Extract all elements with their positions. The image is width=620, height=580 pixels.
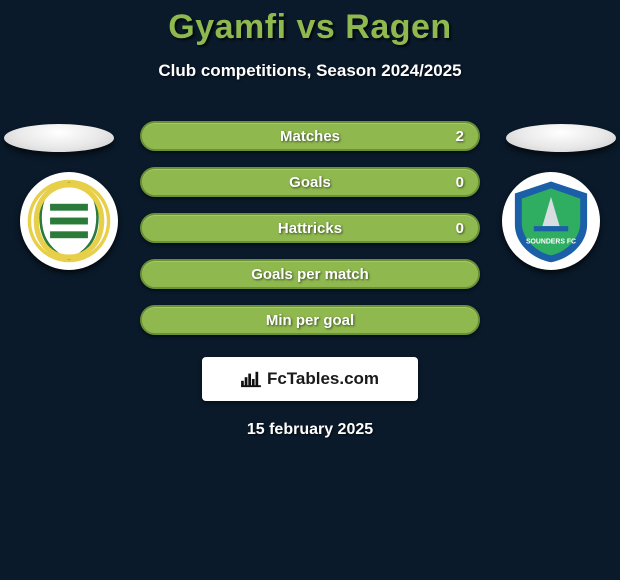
stat-row: Hattricks 0 [140, 213, 480, 243]
stat-value-right: 2 [456, 128, 464, 145]
stat-label: Min per goal [142, 312, 478, 329]
svg-text:SOUNDERS FC: SOUNDERS FC [526, 238, 576, 245]
stat-row: Matches 2 [140, 121, 480, 151]
stat-label: Goals [142, 174, 478, 191]
brand-attribution[interactable]: FcTables.com [202, 357, 418, 401]
stat-value-right: 0 [456, 220, 464, 237]
stat-label: Hattricks [142, 220, 478, 237]
brand-text: FcTables.com [267, 369, 379, 389]
hammarby-crest-icon [26, 178, 112, 264]
left-player-pill [4, 124, 114, 152]
stat-label: Matches [142, 128, 478, 145]
stat-label: Goals per match [142, 266, 478, 283]
snapshot-date: 15 february 2025 [0, 421, 620, 439]
seattle-sounders-crest-icon: SOUNDERS FC [508, 178, 594, 264]
stat-row: Goals 0 [140, 167, 480, 197]
stat-value-right: 0 [456, 174, 464, 191]
right-player-pill [506, 124, 616, 152]
left-club-badge [20, 172, 118, 270]
page-title: Gyamfi vs Ragen [0, 0, 620, 47]
right-club-badge: SOUNDERS FC [502, 172, 600, 270]
stat-row: Min per goal [140, 305, 480, 335]
bar-chart-icon [241, 370, 261, 388]
subtitle: Club competitions, Season 2024/2025 [0, 61, 620, 81]
stat-row: Goals per match [140, 259, 480, 289]
